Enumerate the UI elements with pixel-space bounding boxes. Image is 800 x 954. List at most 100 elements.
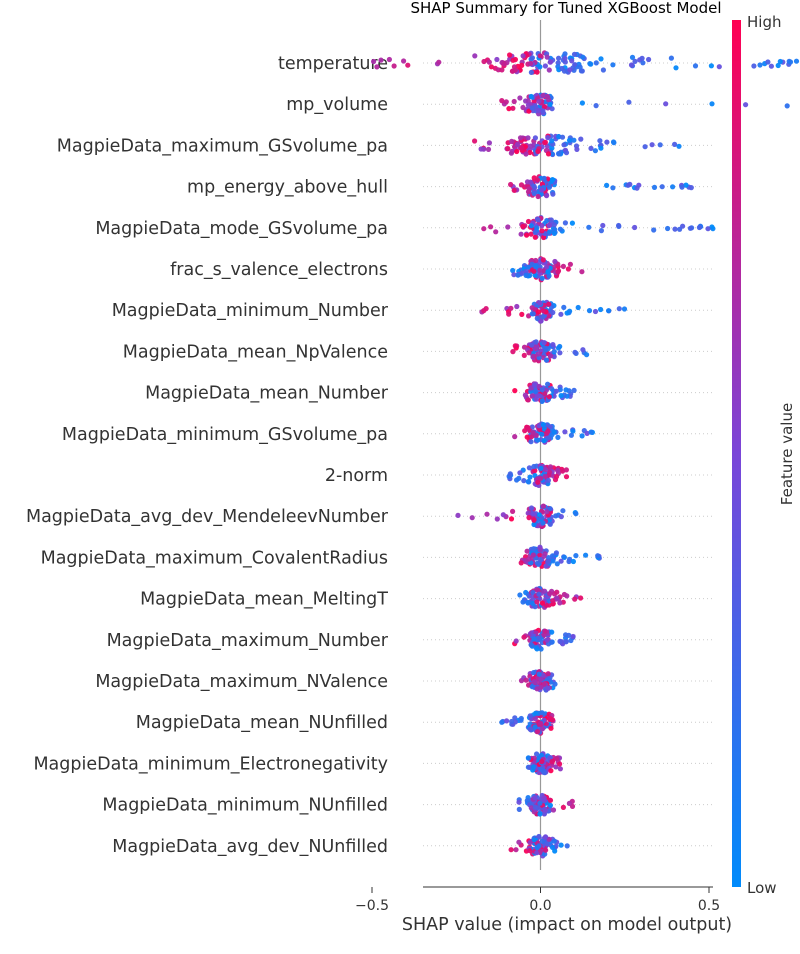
shap-dot [570,633,576,640]
feature-label: MagpieData_maximum_CovalentRadius [41,548,388,568]
feature-label: MagpieData_mode_GSvolume_pa [95,219,388,239]
shap-dot [595,553,601,559]
shap-dot [549,151,555,157]
feature-label: temperature [278,54,388,74]
shap-dot [541,104,548,110]
shap-dot [542,391,548,397]
shap-dot [663,101,669,107]
shap-dot [632,58,638,64]
shap-dot [500,512,506,518]
shap-dot [546,836,552,842]
shap-dot [544,430,550,436]
shap-dot [528,642,534,648]
shap-dot [584,430,590,436]
shap-dot [508,181,514,188]
shap-dot [506,311,512,317]
shap-dot [545,555,552,561]
shap-dot [540,520,546,526]
shap-dot [521,634,527,640]
shap-dot [555,467,561,474]
feature-rows: temperature mp_volume MagpieData_maximum_G… [26,54,713,857]
shap-dot [541,632,547,638]
shap-dot [540,308,546,314]
shap-dot [469,515,475,521]
shap-dot [518,182,525,188]
shap-dot [561,142,567,148]
shap-dot [621,306,628,312]
shap-dot [499,98,505,104]
shap-dot [508,150,514,156]
shap-dot [517,470,523,476]
shap-dot [627,181,633,187]
shap-dot [512,343,518,349]
shap-dot [537,811,543,817]
shap-dot [544,93,551,100]
shap-dot [665,225,671,232]
shap-dot [544,54,550,60]
shap-dot [547,101,553,108]
shap-dot [547,591,553,597]
shap-dot [784,103,790,109]
shap-dot [522,392,529,398]
shap-dot [531,382,538,388]
shap-dot [535,729,541,735]
shap-dot [571,137,577,143]
shap-dot [550,558,556,564]
shap-dot [610,62,616,68]
shap-dot [673,65,679,71]
shap-dot [538,766,544,773]
shap-dot [542,628,548,634]
shap-dot [519,62,525,68]
shap-dot [531,636,537,642]
shap-dot [537,547,543,553]
shap-dot [651,184,658,190]
shap-dot [528,439,534,445]
shap-dot [553,550,560,556]
shap-dot [528,60,534,66]
chart-title: SHAP Summary for Tuned XGBoost Model [411,0,722,17]
shap-dot [574,146,580,152]
shap-dot [553,474,560,480]
shap-dot [564,310,570,316]
shap-dot [508,516,515,522]
shap-dot [677,226,683,232]
shap-dot [545,559,551,565]
shap-dot [580,54,586,60]
shap-dot [562,51,568,57]
shap-dot [549,758,555,765]
shap-dot [670,184,676,190]
shap-dot [546,67,552,73]
shap-dot [530,311,536,317]
shap-dot [548,768,554,774]
shap-dot [561,304,567,310]
shap-dot [530,393,536,399]
shap-dot [499,67,505,73]
shap-dot [481,226,487,232]
shap-dot [550,309,556,316]
shap-dot [532,724,538,730]
shap-dot [560,508,566,514]
shap-dot [544,218,550,224]
shap-dot [513,847,519,853]
shap-dot [501,61,507,67]
shap-dot [515,272,521,278]
shap-dot [533,345,539,352]
shap-dot [554,595,560,601]
shap-dot [554,756,560,762]
shap-dot [532,804,539,810]
shap-dot [651,227,657,233]
shap-dot [532,716,538,722]
shap-dot [592,308,599,315]
shap-dot [562,55,568,62]
shap-dot [510,267,516,274]
shap-dot [542,807,548,813]
colorbar-high-label: High [747,13,781,31]
shap-dot [610,185,616,191]
shap-dot [401,58,407,64]
shap-dot [545,685,551,691]
shap-dot [557,350,563,356]
shap-dot [705,226,711,232]
shap-dot [534,69,540,75]
shap-dot [579,68,585,74]
shap-dot [547,424,553,430]
